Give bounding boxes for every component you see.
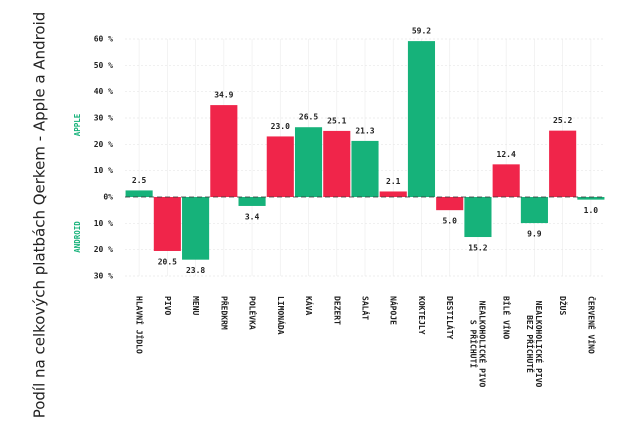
y-tick-label: 0%	[103, 193, 113, 202]
data-label: 25.2	[553, 116, 572, 125]
y-tick-label: 30 %	[94, 114, 113, 123]
x-tick-label: KÁVA	[304, 296, 315, 315]
x-tick-label: PIVO	[163, 296, 172, 315]
y-tick-label: 10 %	[94, 166, 113, 175]
x-tick-label-line: BEZ PŘÍCHUTĚ	[526, 315, 537, 373]
bar	[492, 164, 520, 197]
data-label: 25.1	[327, 116, 346, 125]
x-tick-label-line: NEALKOHOLICKÉ PIVO	[534, 301, 545, 388]
y-tick-label: 10 %	[94, 219, 113, 228]
x-tick-label: NÁPOJE	[389, 296, 400, 325]
x-tick-label: DEZERT	[332, 296, 341, 325]
android-label: ANDROID	[73, 221, 82, 253]
data-label: 2.1	[386, 177, 401, 186]
data-label: 3.4	[245, 212, 260, 221]
x-tick-label: NEALKOHOLICKÉ PIVOS PŘÍCHUTÍ	[469, 301, 489, 388]
bar	[238, 197, 266, 206]
y-tick-label: 20 %	[94, 245, 113, 254]
x-tick-label-line: NEALKOHOLICKÉ PIVO	[478, 301, 489, 388]
x-tick-label: POLÉVKA	[248, 296, 259, 330]
x-tick-label: LIMONÁDA	[276, 296, 287, 335]
x-tick-label: MENU	[191, 296, 200, 315]
y-tick-label: 30 %	[94, 272, 113, 281]
bar	[520, 197, 548, 224]
bar	[294, 127, 323, 197]
bar	[210, 105, 238, 197]
bar	[379, 191, 407, 197]
y-tick-label: 40 %	[94, 87, 113, 96]
data-label: 9.9	[527, 230, 542, 239]
bar	[351, 140, 379, 197]
bar	[153, 197, 181, 251]
x-tick-label: DŽUS	[558, 296, 569, 315]
bar	[549, 130, 577, 197]
data-label: 20.5	[158, 257, 177, 266]
data-label: 34.9	[214, 91, 233, 100]
data-label: 23.0	[271, 122, 290, 131]
x-tick-label: SALÁT	[361, 296, 372, 320]
x-tick-label: DESTILÁTY	[445, 296, 456, 340]
data-label: 2.5	[132, 176, 147, 185]
bar	[436, 197, 464, 211]
y-tick-label: 60 %	[94, 35, 113, 44]
data-label: 15.2	[468, 244, 487, 253]
data-label: 21.3	[355, 126, 374, 135]
bar	[323, 130, 351, 197]
bar	[125, 190, 153, 197]
bar	[407, 41, 436, 198]
data-label: 1.0	[584, 206, 599, 215]
bar	[464, 197, 492, 238]
x-tick-label: PŘEDKRM	[219, 296, 230, 330]
x-tick-label: ČERVENÉ VÍNO	[586, 296, 597, 354]
data-label: 26.5	[299, 113, 318, 122]
x-tick-label: BÍLÉ VÍNO	[502, 296, 513, 340]
data-label: 23.8	[186, 266, 205, 275]
data-label: 12.4	[497, 150, 516, 159]
data-label: 59.2	[412, 27, 431, 36]
data-label: 5.0	[442, 217, 457, 226]
bar	[182, 197, 210, 260]
y-tick-label: 50 %	[94, 61, 113, 70]
apple-label: APPLE	[73, 113, 82, 136]
x-tick-label: HLAVNÍ JÍDLO	[135, 296, 146, 354]
x-tick-label-line: S PŘÍCHUTÍ	[469, 320, 480, 368]
x-tick-label: KOKTEJLY	[417, 296, 426, 335]
bar	[266, 136, 294, 197]
y-axis-label: Podíl na celkových platbách Qerkem - App…	[31, 12, 49, 419]
y-tick-label: 20 %	[94, 140, 113, 149]
bar	[577, 197, 605, 200]
x-tick-label: NEALKOHOLICKÉ PIVOBEZ PŘÍCHUTĚ	[526, 301, 546, 388]
